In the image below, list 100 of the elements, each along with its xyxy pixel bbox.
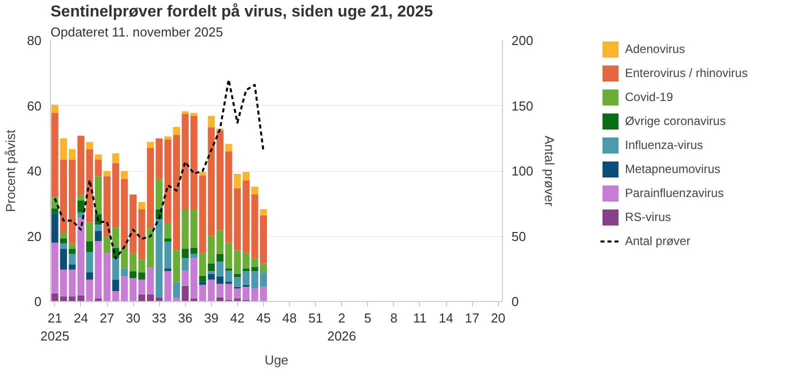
x-tick-label: 11 [413,310,427,326]
bar [60,232,68,238]
bar [120,171,128,179]
legend-label: Covid-19 [625,90,674,104]
legend-label: Enterovirus / rhinovirus [625,66,748,80]
bar [225,144,232,152]
chart-subtitle: Opdateret 11. november 2025 [50,24,223,40]
bar [60,243,68,249]
x-tick-label: 5 [364,310,372,326]
bar [86,252,94,272]
bar [112,258,120,280]
x-tick-label: 20 [490,310,506,326]
bar [234,274,241,278]
x-tick-label: 14 [438,310,454,326]
bar [164,224,172,238]
bar [164,136,172,140]
x-tick-label: 48 [282,310,297,326]
bar [51,208,58,214]
bar [120,268,128,276]
y2-tick-label: 50 [512,228,526,244]
bar [68,160,76,244]
bar [225,268,232,271]
y-tick-label: 0 [34,294,42,309]
bar [112,280,120,292]
bar [164,268,172,272]
bar [251,194,258,258]
x-tick-label: 42 [230,310,245,326]
chart-title: Sentinelprøver fordelt på virus, siden uge 21, 2025 [50,2,433,20]
legend-label: Adenovirus [625,42,686,56]
bar [94,224,102,231]
bar [51,104,58,113]
x-axis-title: Uge [264,352,288,368]
bar [86,241,94,252]
bar [260,272,267,287]
bar [138,259,146,272]
bar [86,272,94,280]
y-tick-label: 40 [27,164,42,178]
y-tick-label: 60 [27,98,42,114]
bar [260,215,267,264]
bar [208,263,215,272]
bar [77,295,84,302]
bar [60,248,68,270]
bar [138,280,146,294]
bar [182,209,189,249]
bar [94,176,102,214]
x-tick-label: 17 [464,310,480,326]
bar [251,271,258,288]
bar [68,270,76,296]
bar [182,248,189,258]
bar [164,242,172,268]
bar [51,213,58,243]
bar [242,268,250,272]
bar [94,154,102,160]
bar [173,250,180,282]
x-tick-label: 21 2025 [40,310,70,344]
bar [68,248,76,254]
y2-tick-label: 100 [512,164,534,178]
y-tick-label: 80 [27,33,42,48]
y2-tick-label: 0 [512,294,519,309]
bar [104,171,110,176]
bar [199,282,206,285]
x-tick-label: 51 [308,310,323,326]
bar [77,195,84,200]
bar [199,276,206,282]
y-axis-title: Procent påvist [3,129,18,212]
x-tick-label: 30 [126,310,140,326]
y-tick-label: 20 [27,228,42,244]
bar [182,258,189,271]
bar [156,219,163,298]
bar [216,254,224,262]
bar [208,116,215,128]
bar [190,248,198,254]
legend-label: Metapneumovirus [625,162,720,176]
bar [94,230,102,242]
y2-tick-label: 200 [512,33,534,48]
bar [182,270,189,286]
x-tick-label: 45 [256,310,271,326]
legend-label: Antal prøver [625,234,690,248]
bar [190,254,198,258]
line-series [54,78,264,260]
bar [77,200,84,212]
bar [156,178,163,210]
legend-label: Parainfluenzavirus [625,186,724,200]
bar [86,142,94,150]
bar [199,172,206,176]
bar [251,258,258,267]
bar [130,271,137,278]
bar [182,114,189,210]
x-tick-label: 24 [74,310,88,326]
y2-tick-label: 150 [512,98,534,114]
x-tick-label: 36 [178,310,192,326]
bar [138,209,146,260]
legend-label: Øvrige coronavirus [625,114,726,128]
bar [251,186,258,194]
bar [112,153,120,164]
legend-label: Influenza-virus [625,138,704,152]
bar [94,160,102,176]
bar [190,298,198,302]
bar [173,282,180,298]
bar [260,209,267,216]
